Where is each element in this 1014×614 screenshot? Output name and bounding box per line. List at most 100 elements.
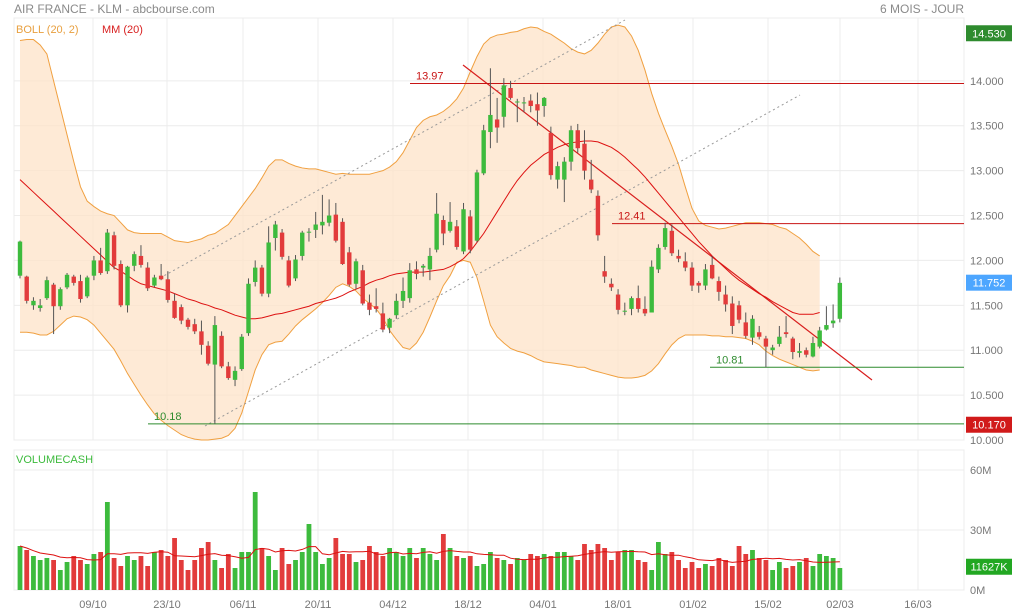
candle-body [837,282,843,319]
candle-body [763,338,769,347]
volume-bar [783,568,789,590]
volume-bar [461,558,466,590]
volume-bar [743,554,749,590]
candle-body [642,308,648,314]
candle-body [515,101,520,103]
volume-bar [152,552,157,590]
price-axis-tick-label: 11.500 [970,300,1003,312]
candle-body [783,332,789,335]
volume-bar [178,560,184,590]
volume-bar [246,552,251,590]
volume-bar [104,502,110,590]
candle-body [575,130,580,149]
candle-body [689,267,695,286]
volume-bar [367,546,372,590]
volume-bar [252,492,258,590]
volume-bar [561,552,567,590]
volume-bar [320,564,325,590]
candle-body [192,324,197,332]
candle-body [589,179,594,190]
candle-body [226,366,231,379]
volume-bar [501,560,507,590]
volume-bar [635,560,641,590]
candle-body [804,350,809,355]
date-axis-tick-label: 06/11 [230,599,257,611]
volume-bar [548,556,554,590]
volume-axis-tick-label: 30M [970,525,991,537]
volume-bar [736,546,742,590]
candle-body [716,281,722,292]
candle-body [770,347,775,351]
volume-bar [313,552,319,590]
level-label: 13.97 [416,71,444,83]
candle-body [51,284,56,307]
volume-bar [790,566,796,590]
volume-bar [118,566,124,590]
price-axis-tick-label: 10.500 [970,390,1004,402]
volume-bar [414,558,419,590]
candle-body [58,289,63,307]
candle-body [279,232,285,257]
volume-bar [219,568,224,590]
candle-body [78,281,83,300]
candle-body [709,264,715,279]
volume-bar [763,560,769,590]
volume-bar [259,548,265,590]
volume-bar [575,560,581,590]
volume-bar [434,560,440,590]
date-axis-tick-label: 18/01 [604,599,632,611]
last-volume-label-text: 11627K [970,562,1008,574]
candle-body [367,302,372,310]
volume-bar [770,570,776,590]
candle-body [44,280,50,299]
candle-body [158,275,164,280]
level-label: 10.81 [716,354,744,366]
volume-bar [756,558,762,590]
date-axis-tick-label: 01/02 [679,599,707,611]
candle-body [266,242,271,294]
volume-bar [346,554,352,590]
volume-bar [535,556,540,590]
downtrend-line [462,64,873,381]
volume-bar [595,544,601,590]
volume-bar [286,564,292,590]
candle-body [683,261,688,268]
candle-body [434,213,439,250]
candle-body [320,221,325,226]
volume-bar [199,548,204,590]
bollinger-lower-line [20,259,820,441]
candle-body [259,267,265,294]
candle-body [535,104,540,111]
candle-body [394,300,399,316]
volume-bar [528,554,534,590]
candle-body [508,88,513,98]
candle-body [521,102,527,104]
candle-body [454,226,459,247]
candle-body [145,267,150,289]
candle-body [797,351,802,353]
candle-body [64,274,70,288]
candle-body [205,345,211,364]
volume-bar [729,566,735,590]
volume-bar [165,556,171,590]
candle-body [481,130,486,174]
volume-bar [158,550,164,590]
min-price-label-box [966,416,1012,433]
candle-body [488,114,493,133]
volume-bar [689,562,695,590]
volume-bar [98,552,104,590]
volume-bars [17,492,843,590]
volume-bar [111,558,117,590]
candle-body [239,336,244,370]
candle-body [300,232,305,256]
last-price-label-text: 11.752 [973,278,1006,290]
volume-bar [279,548,285,590]
volume-bar [662,554,668,590]
legend-bollinger: BOLL (20, 2) [16,24,79,36]
volume-bar [837,568,843,590]
volume-bar [750,550,755,590]
candle-body [232,370,238,380]
candle-body [427,255,433,270]
date-axis-tick-label: 02/03 [826,599,854,611]
candle-body [31,300,36,306]
